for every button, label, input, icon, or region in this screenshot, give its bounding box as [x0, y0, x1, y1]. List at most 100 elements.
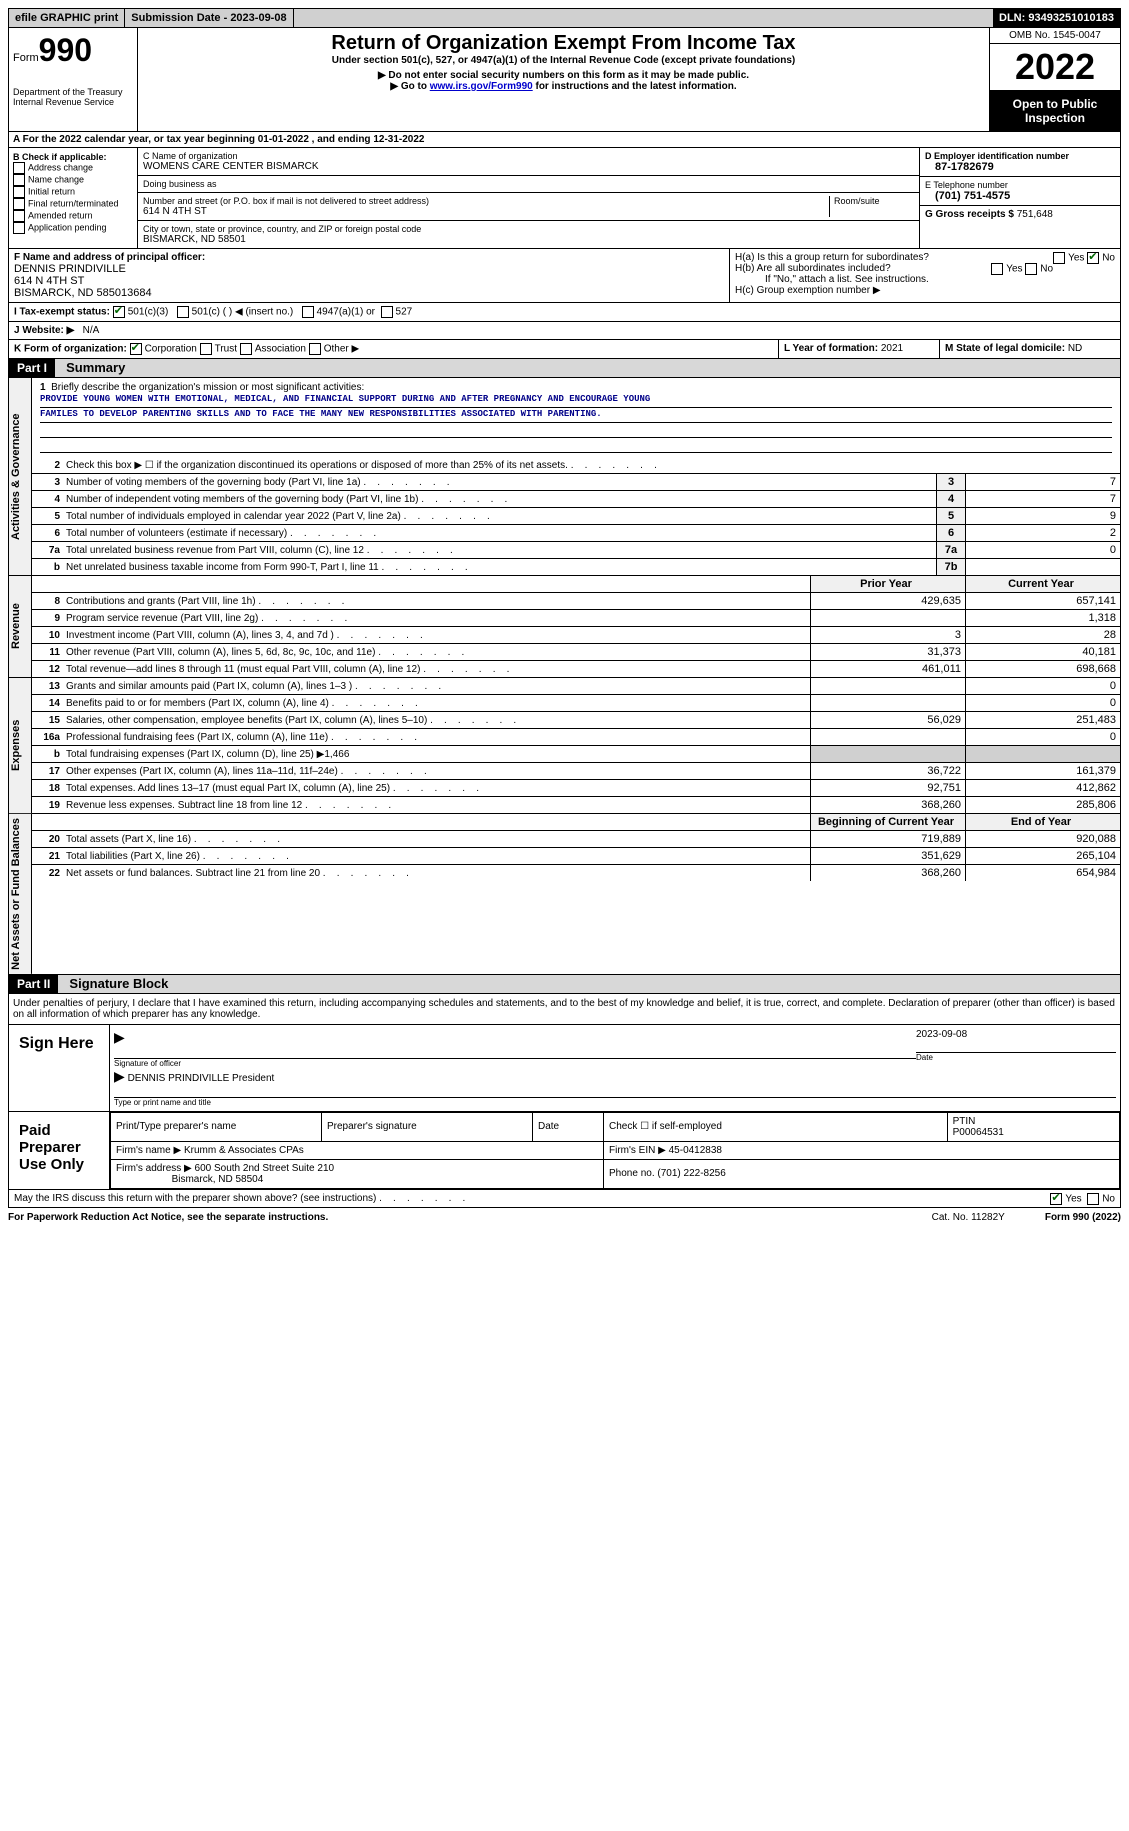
instructions-link[interactable]: www.irs.gov/Form990	[430, 81, 533, 92]
check-assoc[interactable]	[240, 343, 252, 355]
col-current: Current Year	[965, 576, 1120, 592]
check-pending[interactable]	[13, 222, 25, 234]
mission-label: Briefly describe the organization's miss…	[51, 382, 364, 393]
hb-note: If "No," attach a list. See instructions…	[735, 274, 1115, 285]
officer-addr1: 614 N 4TH ST	[14, 275, 724, 287]
hb-no[interactable]	[1025, 263, 1037, 275]
discuss-yes[interactable]	[1050, 1193, 1062, 1205]
check-amended[interactable]	[13, 210, 25, 222]
discuss-q: May the IRS discuss this return with the…	[14, 1193, 465, 1204]
penalty-text: Under penalties of perjury, I declare th…	[9, 994, 1120, 1025]
part2-header: Part II	[9, 975, 58, 993]
l-label: L Year of formation:	[784, 343, 878, 354]
hb-label: H(b) Are all subordinates included?	[735, 263, 891, 274]
vtab-revenue: Revenue	[9, 576, 32, 677]
hc-label: H(c) Group exemption number ▶	[735, 285, 1115, 296]
efile-label: efile GRAPHIC print	[9, 9, 125, 27]
part1-header: Part I	[9, 359, 55, 377]
check-527[interactable]	[381, 306, 393, 318]
footer-right: Form 990 (2022)	[1045, 1212, 1121, 1223]
governance-section: Activities & Governance 1 Briefly descri…	[8, 378, 1121, 576]
print-name-label: Type or print name and title	[114, 1097, 1116, 1107]
subtitle-2: ▶ Do not enter social security numbers o…	[142, 70, 985, 81]
part1-bar: Part I Summary	[8, 359, 1121, 378]
col-end: End of Year	[965, 814, 1120, 830]
dln: DLN: 93493251010183	[993, 9, 1120, 27]
firm-addr1: 600 South 2nd Street Suite 210	[195, 1163, 335, 1174]
check-name[interactable]	[13, 174, 25, 186]
summary-row: 13Grants and similar amounts paid (Part …	[32, 678, 1120, 695]
check-501c[interactable]	[177, 306, 189, 318]
check-4947[interactable]	[302, 306, 314, 318]
arrow-icon: ▶	[114, 1029, 125, 1045]
city: BISMARCK, ND 58501	[143, 234, 914, 245]
prep-sig-h: Preparer's signature	[322, 1112, 533, 1141]
tax-status-row: I Tax-exempt status: 501(c)(3) 501(c) ( …	[8, 303, 1121, 322]
ptin: P00064531	[953, 1127, 1004, 1138]
irs: Internal Revenue Service	[13, 97, 133, 107]
summary-row: bTotal fundraising expenses (Part IX, co…	[32, 746, 1120, 763]
phone: (701) 751-4575	[925, 190, 1115, 202]
check-final[interactable]	[13, 198, 25, 210]
summary-row: 9Program service revenue (Part VIII, lin…	[32, 610, 1120, 627]
vtab-netassets: Net Assets or Fund Balances	[9, 814, 32, 974]
ha-no[interactable]	[1087, 252, 1099, 264]
street: 614 N 4TH ST	[143, 206, 829, 217]
subtitle-3: ▶ Go to www.irs.gov/Form990 for instruct…	[142, 81, 985, 92]
part2-title: Signature Block	[61, 976, 168, 991]
check-other[interactable]	[309, 343, 321, 355]
summary-row: 11Other revenue (Part VIII, column (A), …	[32, 644, 1120, 661]
summary-row: 3Number of voting members of the governi…	[32, 474, 1120, 491]
summary-row: 10Investment income (Part VIII, column (…	[32, 627, 1120, 644]
firm-ein: 45-0412838	[669, 1145, 722, 1156]
org-name-label: C Name of organization	[143, 151, 914, 161]
form-word: Form	[13, 52, 39, 64]
website: N/A	[83, 325, 100, 336]
officer-name: DENNIS PRINDIVILLE	[14, 263, 724, 275]
ein: 87-1782679	[925, 161, 1115, 173]
revenue-section: Revenue Prior Year Current Year 8Contrib…	[8, 576, 1121, 678]
officer-group-block: F Name and address of principal officer:…	[8, 249, 1121, 303]
hb-yes[interactable]	[991, 263, 1003, 275]
expenses-section: Expenses 13Grants and similar amounts pa…	[8, 678, 1121, 814]
col-b-title: B Check if applicable:	[13, 152, 133, 162]
summary-row: bNet unrelated business taxable income f…	[32, 559, 1120, 575]
public-inspection: Open to Public Inspection	[990, 91, 1120, 131]
netassets-section: Net Assets or Fund Balances Beginning of…	[8, 814, 1121, 975]
form-number: 990	[39, 32, 92, 68]
prep-self-emp: Check ☐ if self-employed	[604, 1112, 948, 1141]
phone-label: E Telephone number	[925, 180, 1115, 190]
col-prior: Prior Year	[810, 576, 965, 592]
firm-phone: (701) 222-8256	[657, 1168, 725, 1179]
footer: For Paperwork Reduction Act Notice, see …	[8, 1208, 1121, 1223]
check-trust[interactable]	[200, 343, 212, 355]
prep-name-h: Print/Type preparer's name	[111, 1112, 322, 1141]
check-address[interactable]	[13, 162, 25, 174]
ha-yes[interactable]	[1053, 252, 1065, 264]
officer-print: DENNIS PRINDIVILLE President	[128, 1073, 275, 1084]
sig-date: 2023-09-08	[916, 1029, 1116, 1040]
ein-label: D Employer identification number	[925, 151, 1115, 161]
gross-label: G Gross receipts $	[925, 209, 1014, 220]
subtitle-1: Under section 501(c), 527, or 4947(a)(1)…	[142, 55, 985, 66]
check-501c3[interactable]	[113, 306, 125, 318]
form-org-row: K Form of organization: Corporation Trus…	[8, 340, 1121, 359]
part1-title: Summary	[58, 360, 125, 375]
check-corp[interactable]	[130, 343, 142, 355]
year-formation: 2021	[881, 343, 903, 354]
mission-blank-1	[40, 423, 1112, 438]
summary-row: 5Total number of individuals employed in…	[32, 508, 1120, 525]
m-label: M State of legal domicile:	[945, 343, 1065, 354]
summary-row: 19Revenue less expenses. Subtract line 1…	[32, 797, 1120, 813]
sig-officer-label: Signature of officer	[114, 1058, 916, 1068]
col-begin: Beginning of Current Year	[810, 814, 965, 830]
state-domicile: ND	[1068, 343, 1082, 354]
summary-row: 16aProfessional fundraising fees (Part I…	[32, 729, 1120, 746]
summary-row: 17Other expenses (Part IX, column (A), l…	[32, 763, 1120, 780]
check-initial[interactable]	[13, 186, 25, 198]
topbar: efile GRAPHIC print Submission Date - 20…	[8, 8, 1121, 28]
discuss-no[interactable]	[1087, 1193, 1099, 1205]
mission-text-1: PROVIDE YOUNG WOMEN WITH EMOTIONAL, MEDI…	[40, 393, 1112, 408]
section-a: A For the 2022 calendar year, or tax yea…	[8, 132, 1121, 148]
summary-row: 2Check this box ▶ ☐ if the organization …	[32, 457, 1120, 474]
